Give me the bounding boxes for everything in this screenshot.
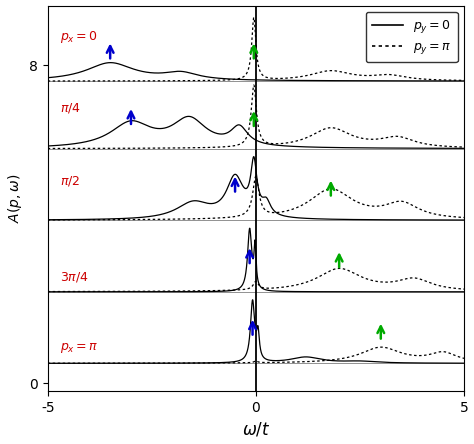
Y-axis label: $A(p,\omega)$: $A(p,\omega)$	[6, 174, 24, 223]
Legend: $p_y=0$, $p_y=\pi$: $p_y=0$, $p_y=\pi$	[365, 12, 458, 63]
Text: $3\pi/4$: $3\pi/4$	[60, 270, 89, 284]
Text: $p_x=\pi$: $p_x=\pi$	[60, 341, 99, 355]
X-axis label: $\omega/t$: $\omega/t$	[242, 420, 270, 438]
Text: $\pi/4$: $\pi/4$	[60, 101, 81, 115]
Text: $\pi/2$: $\pi/2$	[60, 174, 80, 188]
Text: $p_x=0$: $p_x=0$	[60, 29, 98, 45]
